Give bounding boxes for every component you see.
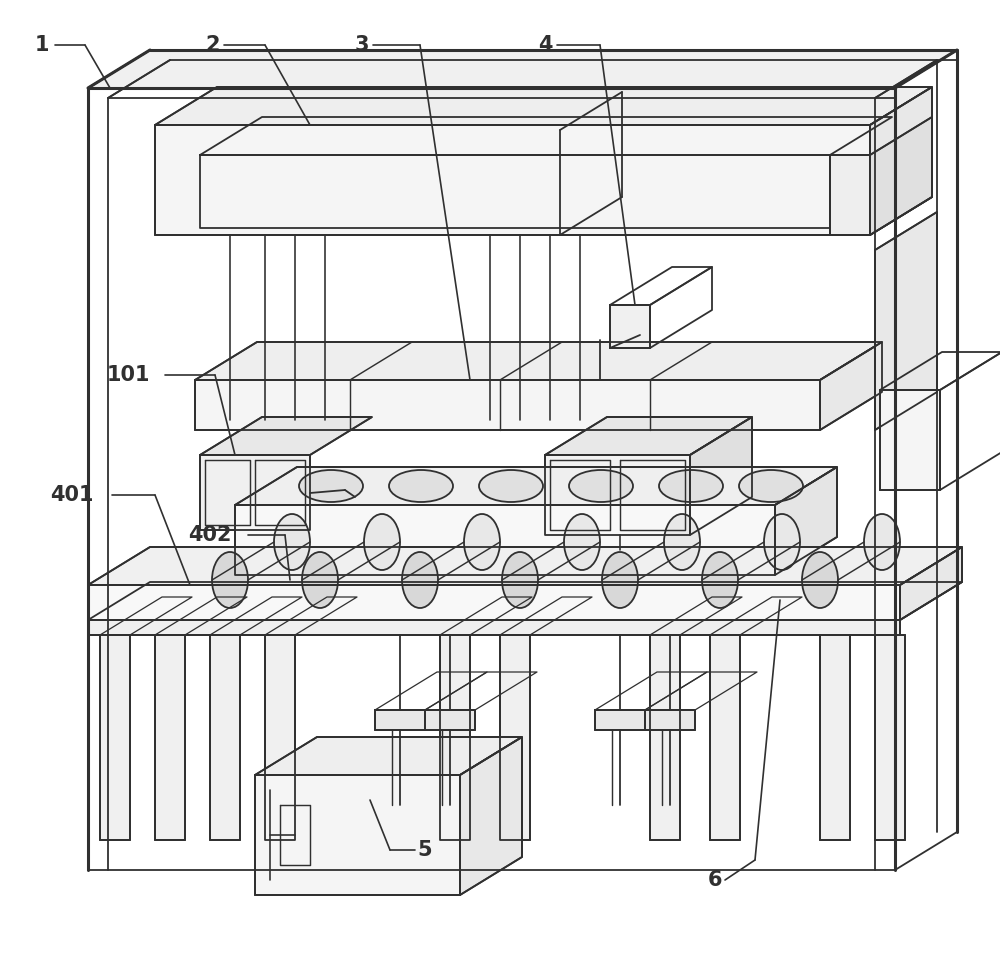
Polygon shape xyxy=(830,155,870,235)
Polygon shape xyxy=(200,455,310,530)
Ellipse shape xyxy=(212,552,248,608)
Polygon shape xyxy=(460,737,522,895)
Polygon shape xyxy=(375,710,425,730)
Text: 101: 101 xyxy=(106,365,150,385)
Polygon shape xyxy=(88,620,900,635)
Polygon shape xyxy=(610,305,650,348)
Polygon shape xyxy=(820,342,882,430)
Polygon shape xyxy=(650,635,680,840)
Text: 402: 402 xyxy=(188,525,232,545)
Ellipse shape xyxy=(659,470,723,502)
Ellipse shape xyxy=(864,514,900,570)
Ellipse shape xyxy=(402,552,438,608)
Ellipse shape xyxy=(641,531,669,559)
Ellipse shape xyxy=(479,470,543,502)
Polygon shape xyxy=(88,50,957,88)
Polygon shape xyxy=(595,710,645,730)
Ellipse shape xyxy=(764,514,800,570)
Ellipse shape xyxy=(274,514,310,570)
Polygon shape xyxy=(710,635,740,840)
Polygon shape xyxy=(425,710,475,730)
Polygon shape xyxy=(200,417,372,455)
Polygon shape xyxy=(88,547,962,585)
Polygon shape xyxy=(875,212,937,430)
Polygon shape xyxy=(155,125,870,235)
Ellipse shape xyxy=(464,514,500,570)
Polygon shape xyxy=(235,505,775,575)
Polygon shape xyxy=(820,635,850,840)
Text: 4: 4 xyxy=(538,35,552,55)
Polygon shape xyxy=(545,455,690,535)
Polygon shape xyxy=(870,87,932,235)
Text: 1: 1 xyxy=(35,35,49,55)
Polygon shape xyxy=(775,467,837,575)
Ellipse shape xyxy=(364,514,400,570)
Polygon shape xyxy=(690,417,752,535)
Ellipse shape xyxy=(564,514,600,570)
Polygon shape xyxy=(545,417,752,455)
Text: 401: 401 xyxy=(50,485,94,505)
Polygon shape xyxy=(265,635,295,840)
Polygon shape xyxy=(880,390,940,490)
Polygon shape xyxy=(195,342,882,380)
Ellipse shape xyxy=(237,522,273,558)
Ellipse shape xyxy=(299,470,363,502)
Polygon shape xyxy=(210,635,240,840)
Ellipse shape xyxy=(602,552,638,608)
Polygon shape xyxy=(235,467,837,505)
Ellipse shape xyxy=(502,552,538,608)
Polygon shape xyxy=(870,117,932,235)
Text: 5: 5 xyxy=(418,840,432,860)
Polygon shape xyxy=(255,775,460,895)
Text: 2: 2 xyxy=(206,35,220,55)
Polygon shape xyxy=(440,635,470,840)
Polygon shape xyxy=(100,635,130,840)
Ellipse shape xyxy=(273,528,297,552)
Ellipse shape xyxy=(664,514,700,570)
Text: 3: 3 xyxy=(355,35,369,55)
Polygon shape xyxy=(875,635,905,840)
Ellipse shape xyxy=(302,552,338,608)
Polygon shape xyxy=(195,380,820,430)
Ellipse shape xyxy=(739,470,803,502)
Polygon shape xyxy=(155,87,932,125)
Polygon shape xyxy=(155,635,185,840)
Ellipse shape xyxy=(557,527,593,563)
Ellipse shape xyxy=(802,552,838,608)
Text: 6: 6 xyxy=(708,870,722,890)
Ellipse shape xyxy=(702,552,738,608)
Ellipse shape xyxy=(389,470,453,502)
Polygon shape xyxy=(500,635,530,840)
Polygon shape xyxy=(645,710,695,730)
Polygon shape xyxy=(900,547,962,620)
Polygon shape xyxy=(88,585,900,620)
Ellipse shape xyxy=(569,470,633,502)
Polygon shape xyxy=(255,737,522,775)
